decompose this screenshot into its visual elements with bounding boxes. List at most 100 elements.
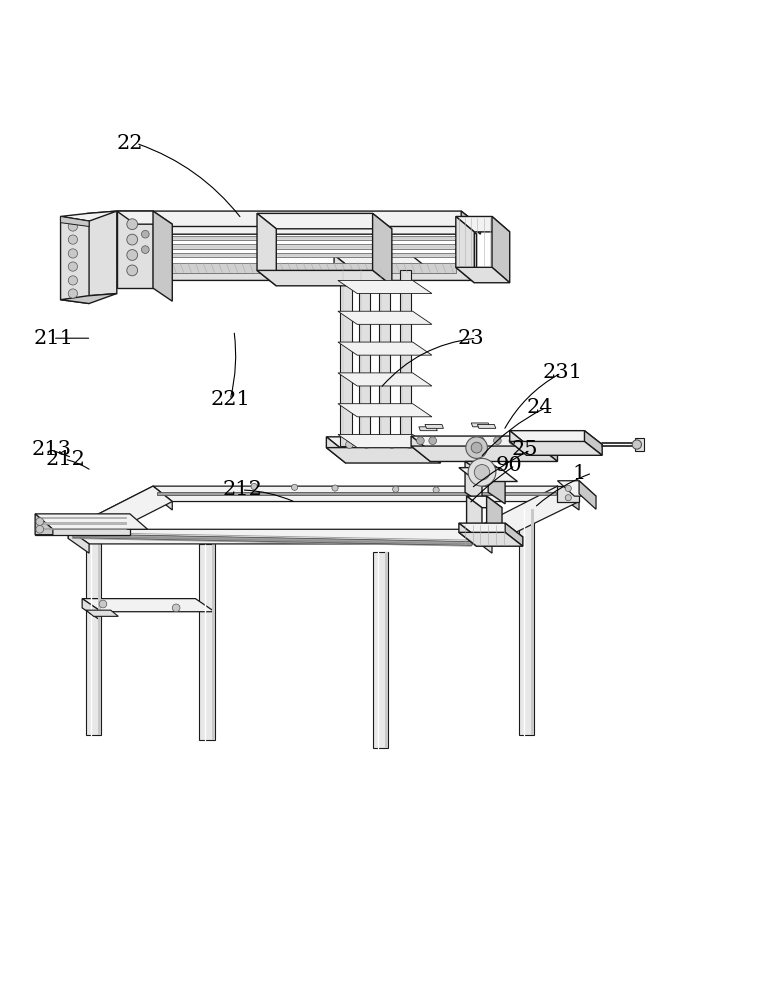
Text: 221: 221: [211, 390, 251, 409]
Polygon shape: [466, 496, 482, 535]
Polygon shape: [257, 213, 276, 286]
Polygon shape: [466, 496, 502, 508]
Circle shape: [68, 289, 78, 298]
Polygon shape: [487, 496, 502, 535]
Polygon shape: [117, 211, 480, 226]
Text: 213: 213: [32, 440, 72, 459]
Circle shape: [388, 441, 396, 448]
Polygon shape: [338, 435, 432, 448]
Polygon shape: [385, 552, 388, 748]
Circle shape: [292, 484, 298, 490]
Polygon shape: [334, 255, 353, 284]
Circle shape: [565, 485, 571, 492]
Polygon shape: [532, 509, 535, 735]
Polygon shape: [212, 544, 215, 740]
Polygon shape: [473, 486, 579, 544]
Polygon shape: [338, 311, 432, 324]
Text: 212: 212: [45, 450, 85, 469]
Polygon shape: [473, 529, 492, 553]
Circle shape: [68, 222, 78, 231]
Polygon shape: [153, 486, 172, 510]
Polygon shape: [327, 437, 441, 452]
Polygon shape: [471, 423, 490, 427]
Polygon shape: [82, 599, 215, 612]
Polygon shape: [68, 529, 89, 553]
Polygon shape: [465, 461, 505, 473]
Polygon shape: [379, 270, 390, 446]
Polygon shape: [68, 486, 172, 544]
Polygon shape: [477, 424, 496, 428]
Text: 25: 25: [511, 440, 538, 459]
Polygon shape: [35, 514, 130, 535]
Polygon shape: [137, 244, 456, 249]
Polygon shape: [88, 211, 117, 296]
Polygon shape: [199, 544, 215, 740]
Circle shape: [68, 276, 78, 285]
Polygon shape: [411, 436, 431, 461]
Polygon shape: [510, 431, 602, 445]
Polygon shape: [456, 267, 510, 283]
Circle shape: [471, 442, 482, 453]
Circle shape: [494, 437, 501, 445]
Circle shape: [362, 441, 370, 448]
Polygon shape: [492, 216, 510, 283]
Polygon shape: [372, 552, 388, 748]
Circle shape: [36, 518, 43, 525]
Polygon shape: [257, 270, 392, 286]
Circle shape: [332, 485, 338, 491]
Circle shape: [172, 604, 180, 612]
Polygon shape: [459, 523, 476, 546]
Polygon shape: [557, 486, 579, 502]
Polygon shape: [400, 270, 411, 446]
Polygon shape: [137, 263, 456, 273]
Circle shape: [126, 265, 137, 276]
Text: 24: 24: [527, 398, 553, 417]
Circle shape: [141, 230, 149, 238]
Circle shape: [68, 249, 78, 258]
Polygon shape: [35, 514, 53, 535]
Circle shape: [406, 441, 414, 448]
Polygon shape: [459, 532, 523, 546]
Polygon shape: [338, 373, 432, 386]
Polygon shape: [117, 219, 476, 234]
Polygon shape: [539, 436, 557, 461]
Polygon shape: [40, 517, 126, 518]
Circle shape: [126, 250, 137, 260]
Polygon shape: [86, 539, 102, 735]
Polygon shape: [153, 211, 172, 301]
Polygon shape: [257, 213, 392, 229]
Polygon shape: [557, 481, 596, 496]
Polygon shape: [117, 211, 172, 224]
Circle shape: [632, 440, 642, 449]
Polygon shape: [61, 211, 117, 221]
Polygon shape: [359, 270, 370, 446]
Polygon shape: [457, 219, 476, 280]
Polygon shape: [635, 438, 644, 451]
Circle shape: [141, 246, 149, 253]
Polygon shape: [153, 486, 579, 502]
Text: 212: 212: [223, 480, 262, 499]
Polygon shape: [117, 211, 153, 288]
Circle shape: [468, 458, 496, 486]
Text: 23: 23: [457, 329, 484, 348]
Text: 90: 90: [496, 456, 522, 475]
Polygon shape: [461, 211, 480, 234]
Circle shape: [99, 600, 107, 608]
Polygon shape: [340, 270, 352, 446]
Text: 211: 211: [33, 329, 74, 348]
Polygon shape: [419, 427, 438, 431]
Circle shape: [393, 486, 399, 492]
Polygon shape: [338, 342, 432, 355]
Polygon shape: [456, 216, 510, 232]
Polygon shape: [137, 253, 456, 257]
Circle shape: [429, 437, 437, 445]
Polygon shape: [459, 523, 523, 537]
Polygon shape: [465, 461, 482, 504]
Polygon shape: [557, 486, 579, 510]
Polygon shape: [61, 216, 89, 226]
Polygon shape: [510, 431, 527, 455]
Circle shape: [565, 495, 571, 501]
Polygon shape: [117, 219, 135, 280]
Polygon shape: [68, 486, 153, 539]
Text: 22: 22: [117, 134, 144, 153]
